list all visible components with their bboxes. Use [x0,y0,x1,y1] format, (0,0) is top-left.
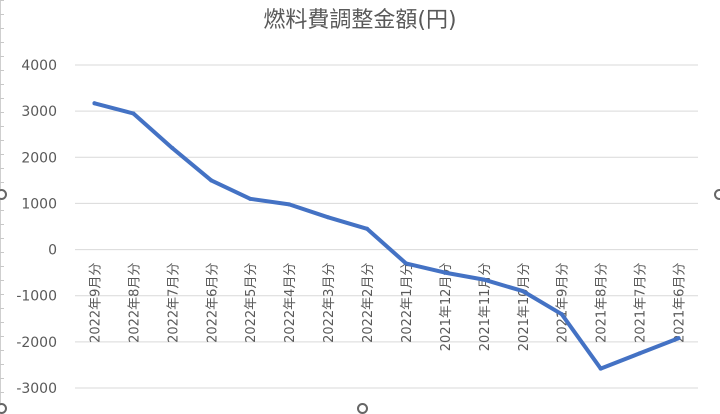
x-tick-label: 2022年8月分 [127,263,142,343]
resize-handle-bottom[interactable] [357,403,368,414]
y-tick-label: -2000 [16,335,57,351]
x-tick-label: 2022年5月分 [244,263,259,343]
x-tick-label: 2021年10月分 [517,263,532,352]
x-tick-label: 2021年6月分 [673,263,688,343]
x-tick-label: 2021年12月分 [439,263,454,352]
data-point [559,312,564,317]
data-point [481,277,486,282]
data-point [248,196,253,201]
resize-handle-right[interactable] [714,189,720,200]
data-point [637,351,642,356]
y-tick-label: 1000 [21,196,57,212]
x-tick-label: 2022年1月分 [400,263,415,343]
x-tick-label: 2021年7月分 [634,263,649,343]
resize-handle-bottom-left[interactable] [0,403,7,414]
data-point [442,270,447,275]
data-point [365,226,370,231]
chart-title: 燃料費調整金額(円) [263,8,457,33]
x-tick-label: 2021年9月分 [556,263,571,343]
data-point [326,215,331,220]
data-point [598,366,603,371]
data-point [287,202,292,207]
resize-handle-left[interactable] [0,189,7,200]
data-point [170,146,175,151]
y-tick-label: -3000 [16,381,57,397]
x-tick-label: 2022年4月分 [283,263,298,343]
data-point [209,178,214,183]
x-tick-label: 2022年6月分 [205,263,220,343]
data-point [403,261,408,266]
data-point [676,336,681,341]
data-point [131,111,136,116]
x-tick-label: 2021年8月分 [595,263,610,343]
data-point [92,101,97,106]
y-tick-label: 0 [48,243,57,259]
y-tick-label: -1000 [16,289,57,305]
x-tick-label: 2022年2月分 [361,263,376,343]
worksheet-row-edge [0,0,4,411]
data-point [520,289,525,294]
x-tick-label: 2021年11月分 [478,263,493,352]
x-tick-label: 2022年7月分 [166,263,181,343]
x-tick-label: 2022年3月分 [322,263,337,343]
y-tick-label: 2000 [21,150,57,166]
y-tick-label: 4000 [21,58,57,74]
x-tick-label: 2022年9月分 [88,263,103,343]
series-line [92,101,681,371]
y-tick-label: 3000 [21,104,57,120]
